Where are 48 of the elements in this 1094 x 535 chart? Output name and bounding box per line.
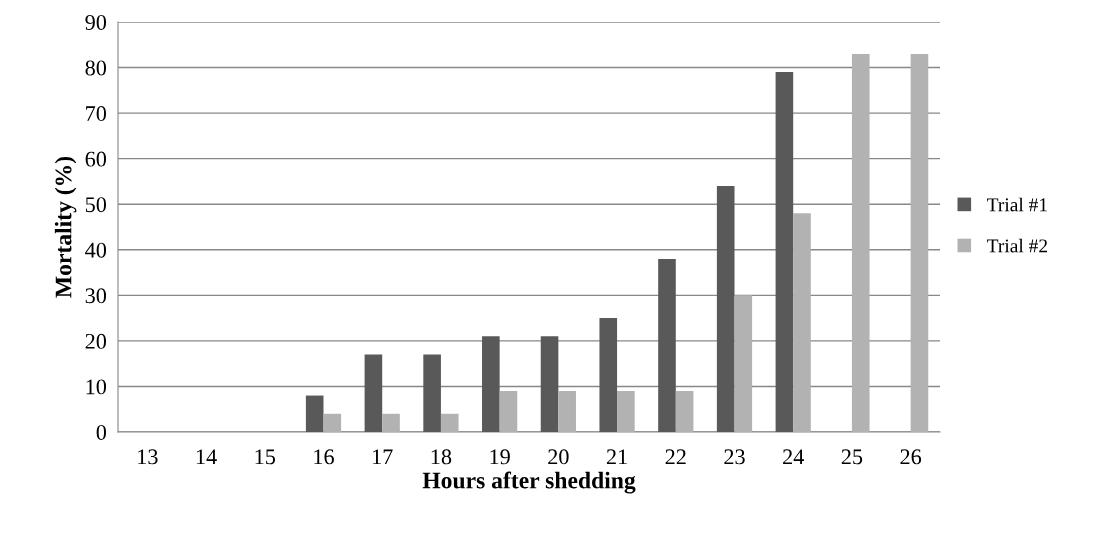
y-tick-label: 40 <box>85 242 107 258</box>
bar <box>599 318 618 432</box>
bar <box>675 391 694 432</box>
bar <box>617 391 635 432</box>
x-tick-label: 16 <box>314 449 334 465</box>
bar <box>658 258 676 432</box>
bar <box>851 53 870 432</box>
x-tick-label: 14 <box>196 449 217 465</box>
legend-label: Trial #2 <box>987 238 1048 253</box>
y-tick-label: 10 <box>86 379 107 395</box>
bar <box>540 336 559 432</box>
x-tick-label: 18 <box>431 449 452 465</box>
y-tick-label: 50 <box>85 197 107 213</box>
y-axis-title: Mortality (%) <box>54 156 77 298</box>
y-tick-label: 80 <box>85 60 107 76</box>
x-tick-label: 26 <box>900 449 922 465</box>
x-tick-label: 15 <box>255 449 276 465</box>
bar <box>364 354 383 432</box>
x-tick-label: 25 <box>841 449 863 465</box>
y-tick-label: 20 <box>85 333 107 349</box>
bar <box>440 413 459 432</box>
bar <box>382 413 400 432</box>
x-tick-label: 23 <box>724 449 745 465</box>
x-tick-label: 17 <box>373 449 393 465</box>
bar <box>775 72 794 432</box>
bar <box>323 413 342 432</box>
y-tick-label: 30 <box>85 288 107 304</box>
x-tick-label: 24 <box>783 449 804 465</box>
y-tick-label: 70 <box>86 106 107 122</box>
bar <box>793 213 811 432</box>
legend-label: Trial #1 <box>987 197 1047 212</box>
bar <box>716 186 735 432</box>
x-tick-label: 13 <box>138 449 158 465</box>
bar <box>558 391 576 432</box>
y-tick-label: 90 <box>85 14 107 30</box>
x-tick-label: 21 <box>606 449 627 465</box>
y-tick-label: 0 <box>96 424 107 440</box>
bar <box>423 354 441 432</box>
x-tick-label: 19 <box>490 449 510 465</box>
bar <box>734 295 753 432</box>
bar <box>499 391 518 432</box>
x-tick-label: 20 <box>548 449 569 465</box>
y-tick-label: 60 <box>85 151 107 167</box>
bar <box>910 53 929 432</box>
bar <box>482 336 500 432</box>
x-axis-title: Hours after shedding <box>422 471 636 494</box>
bar <box>305 395 324 432</box>
x-tick-label: 22 <box>665 449 686 465</box>
